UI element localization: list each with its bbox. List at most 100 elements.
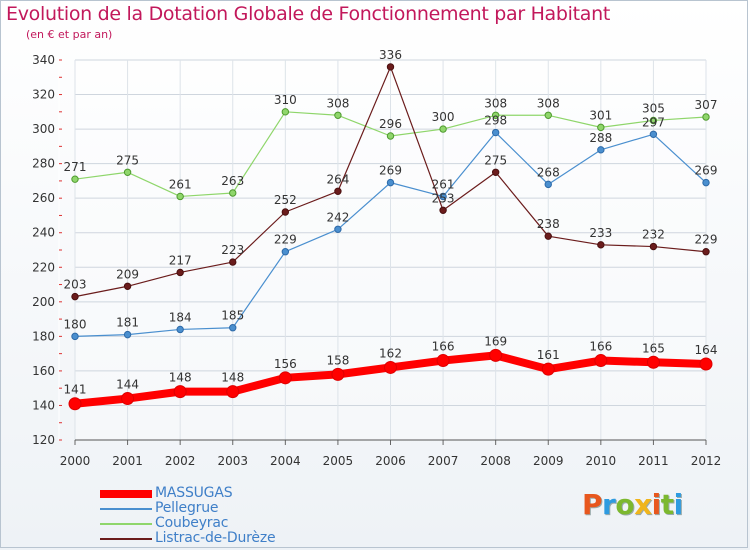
- data-label: 161: [537, 348, 560, 362]
- data-point: [226, 385, 240, 399]
- x-tick-label: 2001: [112, 454, 143, 468]
- y-tick-label: 160: [32, 364, 55, 378]
- data-label: 307: [695, 98, 718, 112]
- data-point: [594, 354, 608, 368]
- legend-swatch-pellegrue: [100, 508, 152, 510]
- data-label: 185: [221, 309, 244, 323]
- data-point: [702, 178, 710, 187]
- data-label: 203: [64, 278, 87, 292]
- legend-label-pellegrue: Pellegrue: [155, 500, 219, 516]
- data-point: [386, 132, 395, 140]
- data-label: 229: [274, 233, 297, 247]
- legend-swatch-listrac: [100, 538, 152, 540]
- data-label: 223: [221, 243, 244, 257]
- data-label: 310: [274, 93, 297, 107]
- data-point: [649, 242, 658, 251]
- y-tick-label: 220: [32, 260, 55, 274]
- data-point: [386, 178, 395, 187]
- data-point: [702, 113, 710, 121]
- x-tick-label: 2000: [60, 454, 91, 468]
- data-label: 336: [379, 48, 402, 62]
- legend-label-listrac: Listrac-de-Durèze: [155, 530, 276, 546]
- data-label: 184: [169, 310, 192, 324]
- data-label: 268: [537, 165, 560, 179]
- data-label: 305: [642, 101, 665, 115]
- data-label: 275: [116, 153, 139, 167]
- data-point: [334, 187, 342, 195]
- data-point: [334, 111, 342, 119]
- data-point: [491, 168, 500, 176]
- data-label: 308: [484, 96, 507, 110]
- data-label: 269: [695, 164, 718, 178]
- proxiti-logo: Proxiti: [582, 488, 683, 521]
- data-point: [229, 189, 237, 197]
- y-tick-label: 340: [32, 53, 55, 67]
- data-point: [71, 292, 79, 301]
- data-label: 141: [64, 383, 87, 397]
- data-point: [334, 225, 342, 233]
- data-point: [699, 357, 713, 371]
- y-tick-label: 320: [32, 88, 55, 102]
- data-label: 144: [116, 378, 139, 392]
- x-tick-label: 2007: [428, 454, 459, 468]
- x-tick-label: 2004: [270, 454, 301, 468]
- x-tick-label: 2012: [691, 454, 722, 468]
- x-tick-label: 2005: [323, 454, 354, 468]
- x-tick-label: 2002: [165, 454, 196, 468]
- data-label: 261: [169, 177, 192, 191]
- y-tick-label: 280: [32, 157, 55, 171]
- data-label: 301: [589, 108, 612, 122]
- data-label: 164: [695, 343, 718, 357]
- data-label: 209: [116, 267, 139, 281]
- legend-item-pellegrue: Pellegrue: [100, 500, 330, 516]
- data-label: 148: [221, 371, 244, 385]
- legend-label-coubeyrac: Coubeyrac: [155, 515, 229, 531]
- data-point: [71, 175, 79, 183]
- data-point: [278, 371, 292, 385]
- data-label: 288: [589, 131, 612, 145]
- data-point: [597, 146, 605, 154]
- data-label: 217: [169, 253, 192, 267]
- legend-swatch-massugas: [100, 490, 152, 498]
- chart-subtitle: (en € et par an): [26, 28, 113, 41]
- data-point: [649, 116, 658, 125]
- data-point: [646, 355, 660, 369]
- data-label: 308: [537, 96, 560, 110]
- data-label: 166: [589, 340, 612, 354]
- data-label: 233: [589, 226, 612, 240]
- data-point: [176, 268, 184, 277]
- data-label: 242: [326, 210, 349, 224]
- data-point: [386, 63, 395, 71]
- x-tick-label: 2011: [638, 454, 669, 468]
- data-point: [489, 348, 503, 362]
- data-point: [71, 332, 79, 341]
- data-label: 308: [326, 96, 349, 110]
- data-point: [436, 354, 450, 368]
- data-point: [649, 130, 658, 138]
- data-point: [176, 325, 184, 334]
- data-label: 252: [274, 193, 297, 207]
- data-point: [176, 192, 184, 201]
- data-point: [491, 128, 500, 137]
- data-point: [597, 123, 605, 132]
- legend-item-coubeyrac: Coubeyrac: [100, 515, 330, 531]
- data-label: 300: [432, 110, 455, 124]
- data-point: [491, 111, 500, 119]
- data-point: [173, 385, 187, 399]
- data-label: 297: [642, 115, 665, 129]
- data-label: 166: [432, 340, 455, 354]
- x-tick-label: 2003: [217, 454, 248, 468]
- legend-item-massugas: MASSUGAS: [100, 485, 330, 501]
- data-point: [281, 108, 290, 116]
- data-point: [281, 248, 290, 256]
- x-tick-label: 2009: [533, 454, 564, 468]
- data-point: [544, 180, 552, 189]
- line-chart: 120 140 160 180 200 220 240 260 280 300 320 340 2000…: [32, 48, 722, 468]
- data-label: 156: [274, 357, 297, 371]
- data-point: [121, 392, 135, 406]
- data-label: 232: [642, 228, 665, 242]
- data-label: 271: [64, 160, 87, 174]
- data-point: [597, 241, 605, 249]
- data-label: 261: [432, 177, 455, 191]
